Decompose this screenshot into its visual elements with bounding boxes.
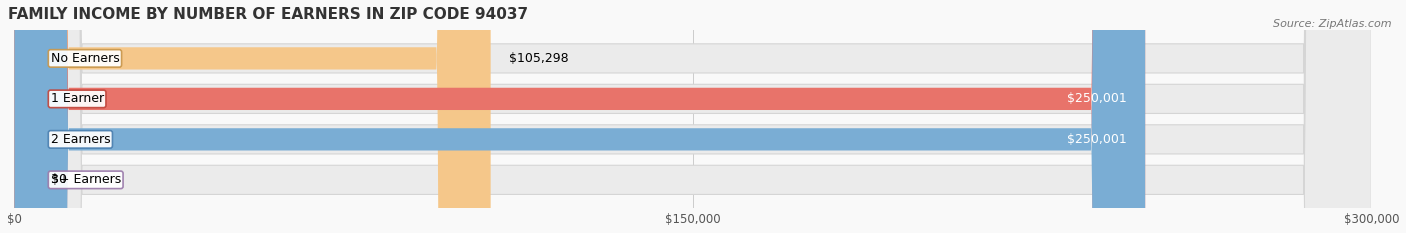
Text: $105,298: $105,298 bbox=[509, 52, 568, 65]
FancyBboxPatch shape bbox=[14, 0, 1144, 233]
Text: $0: $0 bbox=[51, 173, 66, 186]
Text: FAMILY INCOME BY NUMBER OF EARNERS IN ZIP CODE 94037: FAMILY INCOME BY NUMBER OF EARNERS IN ZI… bbox=[7, 7, 527, 22]
FancyBboxPatch shape bbox=[14, 0, 1371, 233]
FancyBboxPatch shape bbox=[14, 0, 1144, 233]
Text: $250,001: $250,001 bbox=[1067, 133, 1128, 146]
FancyBboxPatch shape bbox=[14, 0, 1371, 233]
Text: 3+ Earners: 3+ Earners bbox=[51, 173, 121, 186]
FancyBboxPatch shape bbox=[14, 0, 1371, 233]
FancyBboxPatch shape bbox=[14, 0, 1371, 233]
Text: 2 Earners: 2 Earners bbox=[51, 133, 110, 146]
FancyBboxPatch shape bbox=[14, 0, 491, 233]
Text: $250,001: $250,001 bbox=[1067, 92, 1128, 105]
Text: 1 Earner: 1 Earner bbox=[51, 92, 104, 105]
Text: No Earners: No Earners bbox=[51, 52, 120, 65]
Text: Source: ZipAtlas.com: Source: ZipAtlas.com bbox=[1274, 19, 1392, 29]
